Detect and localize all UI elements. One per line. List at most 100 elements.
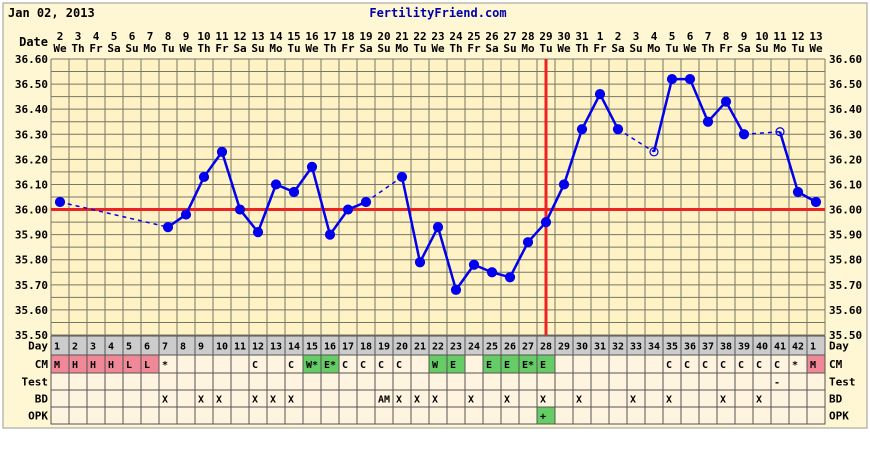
cell-cm xyxy=(230,354,250,374)
date-tick: 8 xyxy=(723,30,730,43)
temp-point xyxy=(216,146,228,157)
temp-point xyxy=(270,179,282,190)
cell-opk xyxy=(320,406,340,425)
cell-test xyxy=(302,372,322,391)
cell-text-day: 13 xyxy=(270,342,282,353)
temp-point xyxy=(540,216,552,228)
y-tick-left: 36.40 xyxy=(15,103,48,116)
y-tick-left: 36.00 xyxy=(15,204,48,217)
temp-point xyxy=(486,267,498,278)
cell-text-bd: X xyxy=(468,395,474,406)
cell-test xyxy=(320,372,340,391)
cell-opk xyxy=(266,406,286,425)
date-tick: 3 xyxy=(633,30,640,43)
cell-test xyxy=(104,372,124,391)
temp-segment xyxy=(454,264,476,291)
weekday-tick: Th xyxy=(323,42,336,55)
weekday-tick: Fr xyxy=(89,42,103,55)
date-tick: 7 xyxy=(147,30,154,43)
cell-bd xyxy=(140,389,160,408)
cell-text-cm: C xyxy=(252,360,258,371)
cell-opk xyxy=(680,406,700,425)
cell-text-day: 7 xyxy=(162,342,168,353)
weekday-tick: We xyxy=(683,42,697,55)
cell-text-day: 42 xyxy=(792,342,804,353)
date-tick: 29 xyxy=(539,30,552,43)
cell-test xyxy=(248,372,268,391)
cell-opk xyxy=(176,406,196,425)
weekday-tick: Tu xyxy=(791,42,804,55)
cell-test xyxy=(194,372,214,391)
cell-text-cm: E xyxy=(504,360,510,371)
cell-test xyxy=(500,372,520,391)
cell-text-day: 17 xyxy=(342,342,354,353)
date-tick: 21 xyxy=(395,30,409,43)
cell-opk xyxy=(284,406,304,425)
date-tick: 7 xyxy=(705,30,712,43)
cell-opk xyxy=(122,406,142,425)
y-tick-right: 36.60 xyxy=(829,53,862,66)
date-tick: 10 xyxy=(197,30,210,43)
cell-text-cm: C xyxy=(360,360,366,371)
weekday-tick: We xyxy=(305,42,319,55)
y-tick-left: 36.30 xyxy=(15,128,48,141)
cell-text-cm: L xyxy=(144,360,150,371)
cell-text-day: 14 xyxy=(288,342,300,353)
cell-test xyxy=(554,372,574,391)
date-tick: 11 xyxy=(773,30,787,43)
site-link[interactable]: FertilityFriend.com xyxy=(369,6,506,20)
cell-cm xyxy=(464,354,484,374)
cell-opk xyxy=(374,406,394,425)
weekday-tick: Sa xyxy=(737,42,750,55)
y-tick-right: 36.40 xyxy=(829,103,862,116)
cell-text-day: 39 xyxy=(738,342,750,353)
cell-text-cm: C xyxy=(720,360,726,371)
cell-text-cm: H xyxy=(90,360,96,371)
cell-bd xyxy=(122,389,142,408)
cell-text-day: 33 xyxy=(630,342,642,353)
y-tick-left: 36.20 xyxy=(15,153,48,166)
cell-test xyxy=(464,372,484,391)
y-tick-right: 36.10 xyxy=(829,178,862,191)
weekday-tick: Su xyxy=(755,42,768,55)
cell-text-bd: X xyxy=(396,395,402,406)
weekday-tick: We xyxy=(557,42,571,55)
date-tick: 16 xyxy=(305,30,319,43)
weekday-tick: Tu xyxy=(161,42,174,55)
cell-bd xyxy=(176,389,196,408)
cell-text-bd: X xyxy=(162,395,168,406)
temp-point xyxy=(522,237,534,248)
cell-test xyxy=(122,372,142,391)
weekday-tick: Fr xyxy=(341,42,355,55)
cell-opk xyxy=(500,406,520,425)
cell-text-day: 38 xyxy=(720,342,732,353)
cell-text-cm: E* xyxy=(324,360,336,371)
temp-point xyxy=(360,196,372,208)
cell-test xyxy=(374,372,394,391)
y-tick-left: 36.50 xyxy=(15,78,48,91)
cell-text-day: 3 xyxy=(90,342,96,353)
date-tick: 24 xyxy=(449,30,463,43)
temp-segment xyxy=(202,151,224,178)
temp-segment-dashed xyxy=(617,128,655,153)
date-label: Date xyxy=(19,35,48,49)
temp-point xyxy=(612,124,624,135)
cell-bd xyxy=(86,389,106,408)
cell-text-cm: W* xyxy=(306,360,318,371)
cell-text-day: 4 xyxy=(108,342,114,353)
cell-text-bd: X xyxy=(270,395,276,406)
weekday-tick: Fr xyxy=(593,42,607,55)
temp-segment xyxy=(436,226,458,291)
cell-text-cm: * xyxy=(792,360,798,371)
cell-test xyxy=(446,372,466,391)
cell-test xyxy=(140,372,160,391)
date-tick: 18 xyxy=(341,30,354,43)
date-tick: 20 xyxy=(377,30,390,43)
cell-opk xyxy=(644,406,664,425)
weekday-tick: Fr xyxy=(719,42,733,55)
cell-test xyxy=(356,372,376,391)
date-tick: 9 xyxy=(741,30,748,43)
date-tick: 22 xyxy=(413,30,426,43)
temp-segment xyxy=(508,241,530,278)
